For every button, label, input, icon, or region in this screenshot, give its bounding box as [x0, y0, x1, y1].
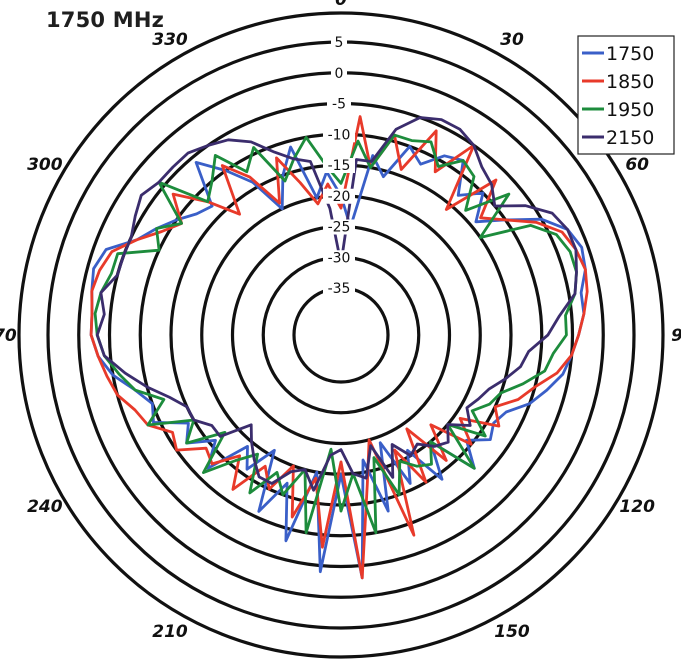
- ring-label-bg: [323, 219, 355, 235]
- radial-tick-labels: 5 0 -5 -10 -15 -20 -25 -30 -35: [323, 35, 355, 297]
- series-line-1750: [89, 145, 587, 580]
- ring-label-bg: [323, 158, 355, 173]
- angle-label-0: 0: [335, 0, 347, 10]
- ring--35: [292, 286, 390, 384]
- angle-label-120: 120: [619, 497, 655, 517]
- angle-label-30: 30: [500, 30, 524, 50]
- angle-label-240: 240: [27, 497, 63, 517]
- angle-label-90: 90: [671, 326, 681, 346]
- angle-label-60: 60: [625, 155, 649, 175]
- outer-boundary-ring: [17, 11, 665, 659]
- ring-label: -35: [328, 281, 351, 297]
- ring-label: -20: [328, 189, 351, 205]
- legend-label-1750: 1750: [606, 43, 654, 65]
- ring-label: -15: [328, 158, 351, 174]
- ring-0: [77, 71, 605, 599]
- ring-label-bg: [327, 96, 351, 112]
- legend-label-2150: 2150: [606, 127, 654, 149]
- angle-label-150: 150: [494, 622, 530, 642]
- chart-title: 1750 MHz: [46, 8, 165, 32]
- angle-label-330: 330: [152, 30, 188, 50]
- ring-label: 0: [335, 66, 344, 82]
- ring-label-bg: [323, 250, 355, 266]
- ring--20: [200, 194, 482, 476]
- ring-label-bg: [331, 65, 347, 81]
- legend-label-1850: 1850: [606, 71, 654, 93]
- series-lines: [89, 115, 589, 580]
- series-line-1850: [89, 115, 589, 580]
- series-line-2150: [95, 116, 578, 492]
- angle-label-270: 270: [0, 326, 17, 346]
- legend-label-1950: 1950: [606, 99, 654, 121]
- ring-label-bg: [323, 188, 355, 204]
- ring-label-bg: [323, 281, 355, 296]
- ring-label-bg: [331, 35, 347, 50]
- series-line-1950: [93, 133, 578, 535]
- legend: 1750 1850 1950 2150: [577, 35, 675, 155]
- ring-label-bg: [323, 127, 355, 143]
- legend-box: [577, 35, 675, 155]
- ring--15: [169, 163, 513, 507]
- ring-label: 5: [335, 35, 344, 51]
- ring-label: -10: [328, 127, 351, 143]
- angle-label-210: 210: [152, 622, 188, 642]
- ring-label: -30: [328, 250, 351, 266]
- angle-label-300: 300: [27, 155, 63, 175]
- ring-label: -5: [332, 97, 346, 113]
- ring-label: -25: [328, 220, 351, 236]
